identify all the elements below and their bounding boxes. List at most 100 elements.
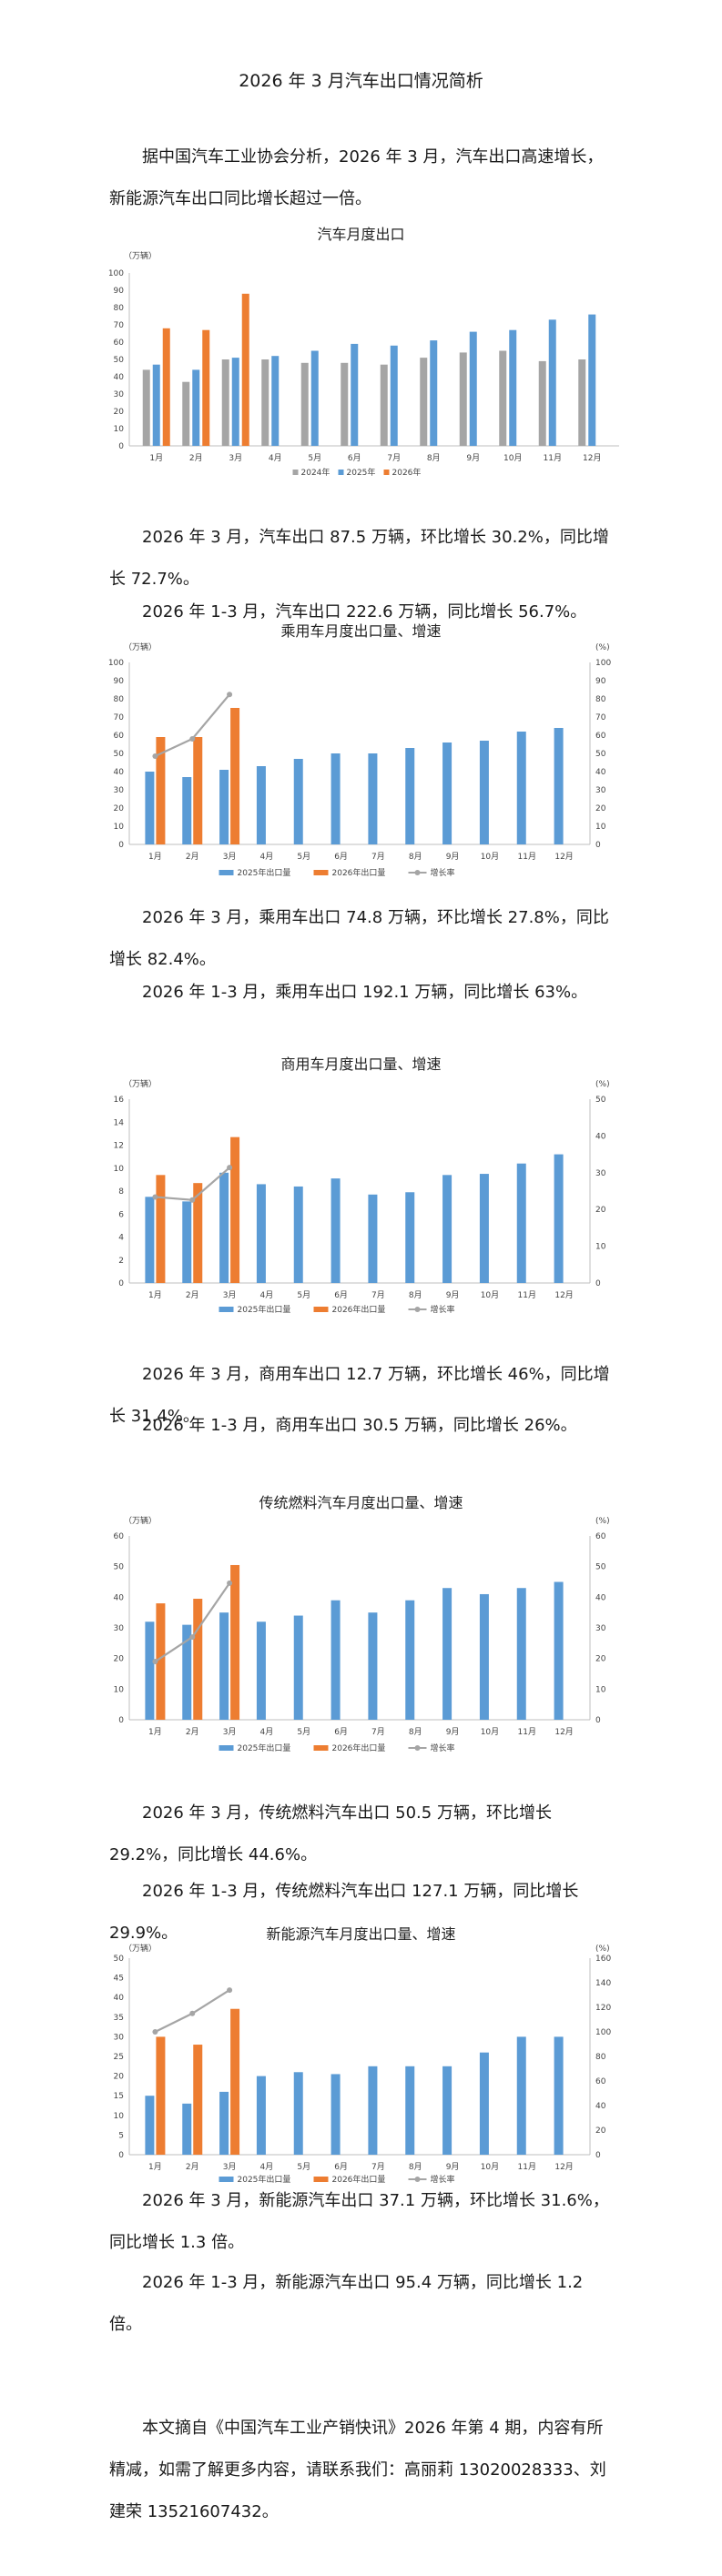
y2-tick-label: 20 [595,804,606,813]
bar-2024年-12月 [578,359,586,446]
bar-2025年出口量-8月 [405,1192,415,1283]
y-tick-label: 70 [114,321,125,330]
bar-2025年出口量-7月 [368,1194,378,1283]
y-tick-label: 0 [118,1279,124,1288]
y-tick-label: 4 [118,1234,124,1243]
y-tick-label: 0 [118,442,124,451]
y-tick-label: 10 [114,425,125,434]
y-tick-label: 0 [118,841,124,850]
y-tick-label: 60 [114,732,125,741]
y-tick-label: 50 [114,1563,125,1572]
y-tick-label: 30 [114,2033,125,2042]
bar-2024年-9月 [459,352,467,446]
x-tick-label: 10月 [481,1727,499,1737]
y-tick-label: 70 [114,713,125,722]
bar-2025年出口量-10月 [479,741,489,844]
intro-text: 据中国汽车工业协会分析，2026 年 3 月，汽车出口高速增长，新能源汽车出口同… [109,147,604,208]
y2-tick-label: 40 [595,2102,606,2111]
text-passenger-1: 2026 年 3 月，乘用车出口 74.8 万辆，环比增长 27.8%，同比增长… [109,908,609,969]
x-tick-label: 4月 [269,453,282,463]
x-tick-label: 2月 [186,2162,199,2172]
y-tick-label: 10 [114,1165,125,1174]
x-tick-label: 8月 [427,453,441,463]
y2-tick-label: 50 [595,1096,606,1105]
legend-label: 2025年出口量 [238,1743,291,1753]
bar-2024年-11月 [538,360,546,446]
y2-tick-label: 10 [595,1685,606,1694]
bar-2025年出口量-8月 [405,748,415,844]
y-tick-label: 10 [114,1685,125,1694]
y2-tick-label: 60 [595,732,606,741]
y2-tick-label: 80 [595,695,606,704]
bar-2024年-2月 [182,381,190,446]
x-tick-label: 8月 [409,852,422,862]
y2-tick-label: 40 [595,1593,606,1602]
y-tick-label: 12 [114,1142,124,1151]
bar-2026年出口量-2月 [193,737,203,844]
legend-label: 增长率 [431,867,455,878]
bar-2025年出口量-4月 [256,2076,266,2155]
y2-tick-label: 20 [595,1206,606,1215]
bar-2025年出口量-7月 [368,753,378,844]
bar-2025年出口量-9月 [442,2066,453,2155]
y2-tick-label: 120 [595,2004,611,2013]
bar-2026年-1月 [162,328,170,446]
y-tick-label: 8 [118,1187,124,1197]
x-tick-label: 3月 [223,2162,237,2172]
y-tick-label: 50 [114,356,125,365]
y-tick-label: 35 [114,2014,124,2023]
y2-tick-label: 30 [595,1169,606,1178]
bar-2025年出口量-6月 [330,1178,341,1283]
chart-passenger: （万辆） 0 10 20 30 40 50 60 70 80 90 100 (%) 0 10 20 30 40 50… [108,641,612,878]
legend-swatch [383,470,390,475]
y2-axis-label: (%) [595,1945,610,1954]
y-axis-label: （万辆） [124,1943,157,1954]
bar-2025年出口量-12月 [554,728,564,844]
x-tick-label: 7月 [371,2162,385,2172]
growth-point-2月 [189,1634,196,1641]
legend-marker [414,1307,421,1312]
growth-line [154,693,230,757]
y-tick-label: 0 [118,1716,124,1725]
y-tick-label: 60 [114,338,125,348]
y-tick-label: 30 [114,786,125,795]
legend-swatch [219,870,234,875]
bar-2025年出口量-6月 [330,753,341,844]
legend-label: 2026年出口量 [332,1304,386,1315]
text-commercial-1: 2026 年 3 月，商用车出口 12.7 万辆，环比增长 46%，同比增长 3… [109,1365,610,1426]
legend-label: 2026年出口量 [332,1743,386,1753]
bar-2025年出口量-1月 [145,1621,155,1720]
bar-2026年出口量-1月 [156,737,166,844]
y-axis-label: （万辆） [124,1515,157,1526]
y-tick-label: 20 [114,408,125,417]
x-tick-label: 5月 [308,453,321,463]
bar-2025年出口量-7月 [368,2066,378,2155]
growth-point-3月 [227,1987,233,1994]
y-tick-label: 25 [114,2053,124,2062]
x-tick-label: 4月 [260,2162,274,2172]
y-tick-label: 30 [114,390,125,399]
chart-title-total: 汽车月度出口 [317,226,405,243]
x-tick-label: 3月 [223,1727,237,1737]
legend-swatch [219,2177,234,2182]
y-tick-label: 45 [114,1975,124,1984]
y2-tick-label: 0 [595,841,601,850]
bar-2025年出口量-2月 [182,1201,192,1283]
text-nev-2: 2026 年 1-3 月，新能源汽车出口 95.4 万辆，同比增长 1.2 倍。 [109,2273,584,2334]
chart-commercial: （万辆） 0 2 4 6 8 10 12 14 16 (%) 0 10 20 30 40 50 1月 2月 3月 4月 5… [114,1078,610,1315]
bar-2024年-8月 [420,358,428,446]
y2-tick-label: 30 [595,1624,606,1633]
bar-2025年出口量-3月 [219,1172,229,1283]
y-tick-label: 60 [114,1532,125,1541]
bar-2025年-5月 [310,350,319,446]
bar-2026年出口量-3月 [230,1136,240,1283]
growth-line [155,1167,230,1201]
y-tick-label: 40 [114,373,125,382]
bar-2026年出口量-1月 [156,1603,166,1720]
y2-tick-label: 80 [595,2053,606,2062]
bar-2025年出口量-9月 [442,1588,453,1720]
bar-2025年-3月 [231,358,239,446]
y2-tick-label: 10 [595,1243,606,1252]
y-tick-label: 20 [114,2073,125,2082]
y2-tick-label: 10 [595,823,606,832]
